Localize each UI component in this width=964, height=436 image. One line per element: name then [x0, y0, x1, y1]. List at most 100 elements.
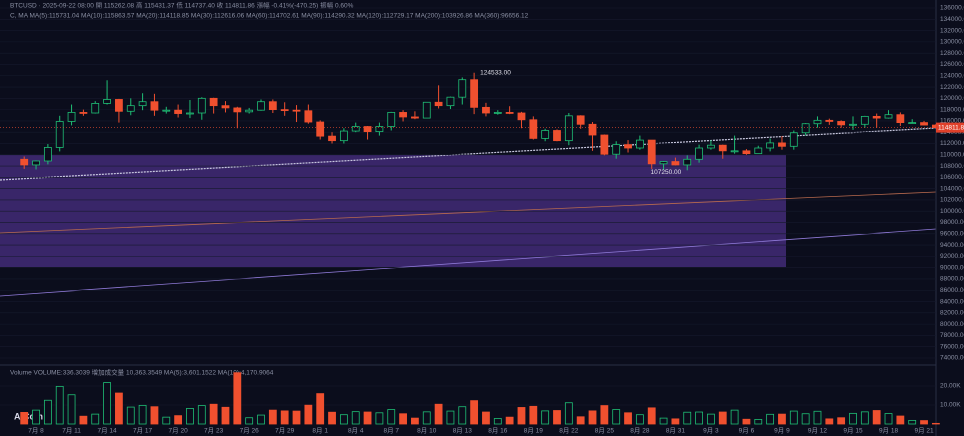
volume-bar — [115, 392, 123, 425]
candle-body — [209, 97, 218, 107]
volume-bar — [505, 416, 514, 425]
x-tick-label: 9月 12 — [808, 427, 828, 435]
volume-bar — [339, 414, 348, 425]
volume-bar — [730, 409, 739, 425]
volume-bar — [896, 415, 905, 425]
candle-body — [553, 130, 561, 142]
y-tick-label: 106000.00 — [940, 174, 964, 181]
volume-bar — [197, 405, 206, 425]
y-tick-label: 86000.00 — [940, 287, 964, 294]
volume-bar — [399, 413, 407, 425]
candle-body — [268, 101, 277, 111]
volume-bar — [316, 393, 325, 425]
candle-body — [126, 105, 135, 112]
candle-body — [920, 122, 928, 126]
candle-body — [91, 103, 100, 114]
candle-body — [174, 109, 183, 114]
volume-bar — [718, 411, 727, 425]
candle-body — [766, 142, 775, 149]
x-tick-label: 7月 14 — [98, 427, 118, 435]
candle-body — [115, 99, 123, 112]
volume-bar — [766, 413, 775, 425]
y-tick-label: 96000.00 — [940, 231, 964, 238]
volume-bar — [683, 411, 692, 425]
volume-bar — [529, 405, 538, 425]
volume-bar — [671, 418, 680, 425]
candle-body — [55, 121, 64, 148]
candle-body — [221, 105, 230, 109]
volume-bar — [541, 410, 550, 425]
candle-body — [908, 122, 917, 124]
candle-body — [434, 101, 443, 107]
candle-body — [446, 96, 455, 107]
volume-bar — [612, 409, 621, 425]
x-tick-label: 9月 6 — [739, 427, 755, 435]
volume-bar — [186, 408, 194, 425]
volume-bar — [411, 417, 419, 425]
ma-line — [0, 191, 937, 234]
volume-bar — [174, 415, 183, 425]
candle-body — [896, 114, 905, 123]
volume-bar — [789, 410, 798, 425]
volume-bar — [553, 410, 561, 425]
x-tick-label: 8月 25 — [595, 427, 615, 435]
volume-bar — [363, 411, 372, 425]
volume-tick-label: 20.00K — [940, 383, 961, 390]
candle-body — [328, 135, 336, 142]
volume-bar — [778, 413, 786, 425]
x-tick-label: 7月 8 — [28, 427, 44, 435]
volume-bar — [884, 413, 893, 425]
volume-bar — [458, 406, 467, 425]
y-tick-label: 90000.00 — [940, 264, 964, 271]
volume-bar — [446, 410, 455, 425]
candle-body — [695, 147, 703, 160]
volume-bar — [387, 409, 396, 425]
candle-body — [399, 112, 407, 118]
volume-bar — [245, 417, 254, 425]
volume-bar — [162, 416, 171, 425]
candle-body — [304, 110, 313, 123]
candle-body — [564, 115, 573, 142]
volume-bar — [825, 418, 834, 425]
candle-body — [505, 112, 514, 114]
candle-body — [387, 112, 396, 127]
volume-bar — [837, 417, 846, 425]
candle-body — [778, 142, 786, 147]
candle-body — [635, 139, 644, 149]
candle-body — [339, 130, 348, 142]
volume-bar — [624, 412, 632, 425]
candle-body — [647, 139, 656, 165]
x-tick-label: 9月 15 — [843, 427, 863, 435]
y-tick-label: 100000.00 — [940, 208, 964, 215]
candle-body — [32, 160, 40, 166]
candle-body — [150, 101, 159, 111]
volume-bar — [742, 418, 751, 425]
volume-bar — [292, 410, 301, 425]
volume-bar — [754, 419, 763, 425]
candle-body — [411, 116, 419, 119]
candle-body — [612, 144, 621, 155]
volume-bar — [482, 411, 490, 425]
y-tick-label: 110000.00 — [940, 151, 964, 158]
y-tick-label: 74000.00 — [940, 355, 964, 362]
y-tick-label: 94000.00 — [940, 242, 964, 249]
volume-header: Volume VOLUME:336.3039 增加成交量 10,363.3549… — [10, 368, 274, 377]
candle-body — [541, 130, 550, 139]
volume-bar — [221, 406, 230, 425]
y-tick-label: 134000.00 — [940, 16, 964, 23]
candle-body — [422, 101, 431, 119]
volume-bar — [588, 410, 597, 425]
volume-bar — [138, 404, 147, 425]
x-tick-label: 8月 1 — [312, 427, 328, 435]
volume-bar — [150, 406, 159, 425]
candle-body — [789, 132, 798, 147]
volume-bar — [55, 385, 64, 425]
candle-body — [138, 101, 147, 107]
y-tick-label: 84000.00 — [940, 298, 964, 305]
y-tick-label: 120000.00 — [940, 95, 964, 102]
candle-body — [624, 144, 632, 149]
candle-body — [600, 134, 609, 155]
volume-bar — [470, 400, 479, 425]
candle-body — [233, 107, 242, 113]
